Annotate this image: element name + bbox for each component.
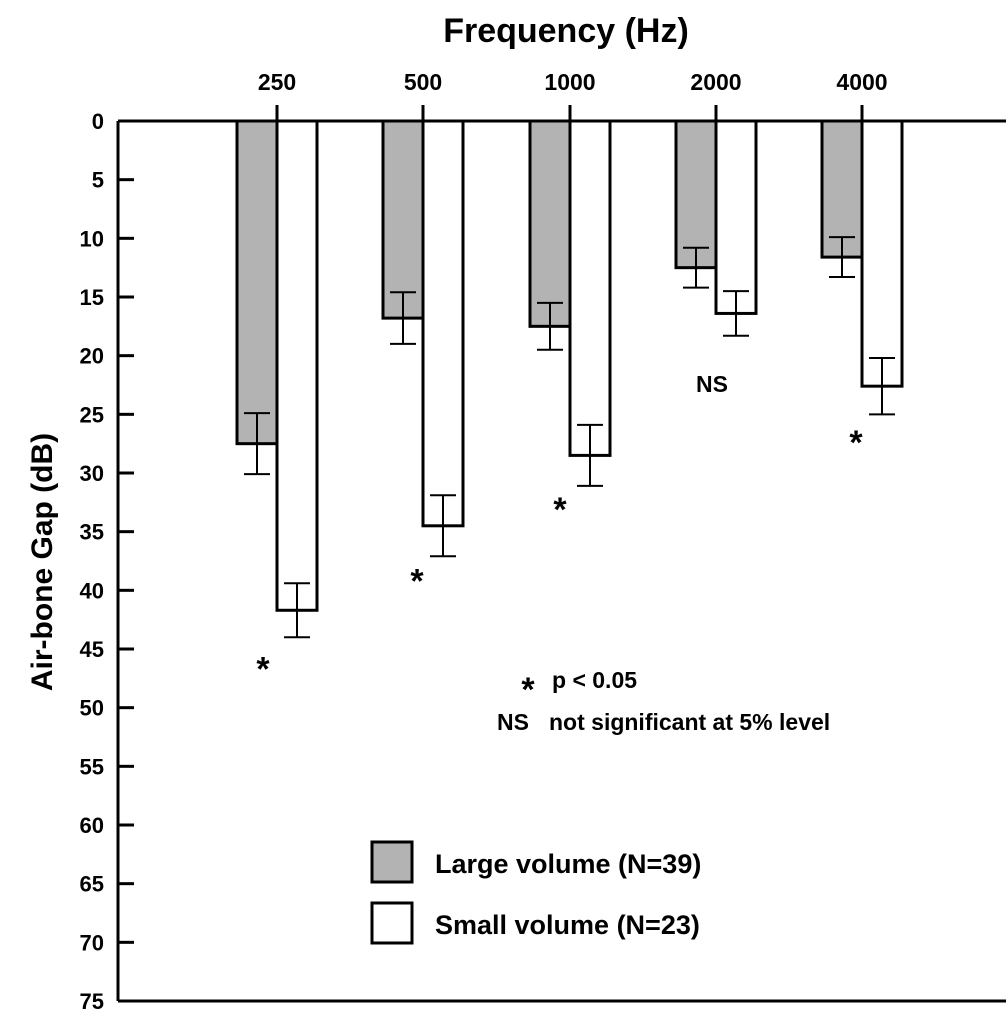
y-tick-label-40: 40	[80, 578, 104, 603]
error-bar-small-250	[284, 582, 310, 639]
x-tick-label-4000: 4000	[836, 69, 887, 95]
bar-large-2000	[674, 119, 718, 270]
bar-small-2000	[714, 119, 758, 315]
y-tick-label-15: 15	[80, 285, 104, 310]
bar-large-250	[235, 119, 279, 446]
x-tick-label-500: 500	[404, 69, 442, 95]
error-bar-small-1000	[577, 423, 603, 487]
bar-large-500	[381, 119, 425, 320]
y-tick-label-50: 50	[80, 696, 104, 721]
significance-marker-250: *	[256, 651, 270, 689]
y-tick-label-35: 35	[80, 520, 104, 545]
bar-small-250	[275, 119, 319, 612]
annotation-star-symbol: *	[521, 671, 535, 709]
y-tick-label-0: 0	[92, 109, 104, 134]
plot-area: 250 500 1000 2000 4000 0 5 10 15 20 25 30 35 40 45 50 55…	[80, 69, 1006, 1014]
y-tick-label-5: 5	[92, 168, 104, 193]
annotations: * p < 0.05 NS not significant at 5% leve…	[497, 667, 830, 735]
bar-small-500	[421, 119, 465, 528]
significance-marker-1000: *	[553, 491, 567, 529]
bar-large-1000	[528, 119, 572, 328]
y-tick-label-60: 60	[80, 813, 104, 838]
error-bar-small-2000	[723, 290, 749, 337]
y-tick-label-55: 55	[80, 754, 104, 779]
x-tick-label-2000: 2000	[690, 69, 741, 95]
significance-marker-500: *	[410, 563, 424, 601]
y-tick-label-25: 25	[80, 402, 104, 427]
y-tick-label-30: 30	[80, 461, 104, 486]
error-bar-large-250	[244, 412, 270, 476]
y-tick-label-20: 20	[80, 344, 104, 369]
error-bar-small-500	[430, 494, 456, 558]
legend-swatch-small-volume	[370, 901, 414, 945]
x-tick-label-1000: 1000	[544, 69, 595, 95]
chart-title: Frequency (Hz)	[443, 12, 689, 50]
annotation-ns-symbol: NS	[497, 709, 529, 735]
y-axis-label: Air-bone Gap (dB)	[26, 433, 59, 691]
legend-label-small-volume: Small volume (N=23)	[435, 910, 700, 940]
error-bar-small-4000	[869, 357, 895, 416]
bar-small-1000	[568, 119, 612, 457]
error-bar-large-2000	[683, 246, 709, 289]
error-bar-large-4000	[829, 236, 855, 279]
y-tick-label-10: 10	[80, 226, 104, 251]
y-tick-label-65: 65	[80, 872, 104, 897]
error-bar-large-500	[390, 291, 416, 345]
y-tick-label-45: 45	[80, 637, 104, 662]
legend-label-large-volume: Large volume (N=39)	[435, 849, 701, 879]
annotation-p-value-text: p < 0.05	[552, 667, 637, 693]
y-tick-label-70: 70	[80, 930, 104, 955]
significance-marker-4000: *	[849, 424, 863, 462]
annotation-ns-text: not significant at 5% level	[549, 709, 830, 735]
error-bar-large-1000	[537, 301, 563, 351]
bar-small-4000	[860, 119, 904, 388]
legend: Large volume (N=39) Small volume (N=23)	[370, 840, 701, 945]
significance-marker-2000: NS	[696, 371, 728, 397]
x-tick-label-250: 250	[258, 69, 296, 95]
y-tick-label-75: 75	[80, 989, 104, 1014]
legend-swatch-large-volume	[370, 840, 414, 884]
